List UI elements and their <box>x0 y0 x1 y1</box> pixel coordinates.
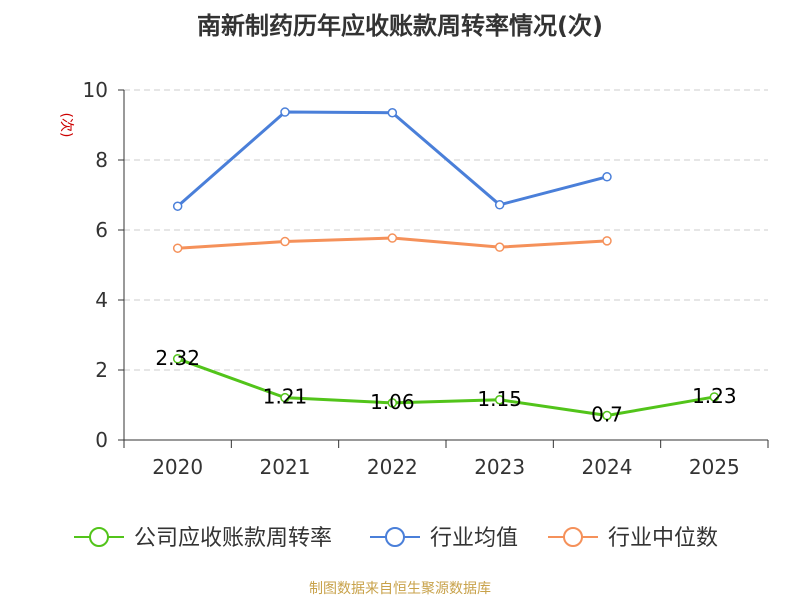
legend-label-2: 行业中位数 <box>608 526 718 551</box>
y-axis-label: (次) <box>58 113 74 138</box>
legend-item-0[interactable]: 公司应收账款周转率 <box>74 526 332 551</box>
y-tick-label-6: 6 <box>95 218 108 242</box>
data-point-2-2021[interactable] <box>280 236 290 247</box>
legend-marker-1 <box>385 527 405 547</box>
data-point-1-2022[interactable] <box>387 108 398 118</box>
x-tick-label-2020: 2020 <box>152 455 203 479</box>
legend-label-1: 行业均值 <box>430 526 518 551</box>
data-point-1-2021[interactable] <box>280 107 290 117</box>
x-tick-label-2024: 2024 <box>582 455 633 479</box>
series-1 <box>172 107 612 211</box>
data-point-0-2023[interactable] <box>494 395 505 405</box>
data-label-2024: 0.7 <box>591 403 623 427</box>
x-tick-label-2025: 2025 <box>689 455 740 479</box>
grid-lines <box>124 89 768 371</box>
data-point-0-2021[interactable] <box>280 392 290 403</box>
data-label-2023: 1.15 <box>477 387 522 411</box>
data-point-1-2024[interactable] <box>602 172 612 182</box>
y-tick-label-10: 10 <box>83 78 108 102</box>
data-point-1-2020[interactable] <box>172 201 183 211</box>
legend-item-1[interactable]: 行业均值 <box>370 526 518 551</box>
series-line-1 <box>176 110 608 208</box>
legend[interactable]: 公司应收账款周转率 行业均值 行业中位数 <box>74 526 718 551</box>
y-tick-label-4: 4 <box>95 288 108 312</box>
data-point-2-2024[interactable] <box>602 236 612 246</box>
series-0 <box>172 354 720 421</box>
data-point-0-2024[interactable] <box>602 410 612 421</box>
x-tick-label-2021: 2021 <box>260 455 311 479</box>
series-line-0 <box>177 357 715 417</box>
x-tick-label-2022: 2022 <box>367 455 418 479</box>
data-point-0-2022[interactable] <box>387 398 398 408</box>
data-point-1-2023[interactable] <box>494 200 505 210</box>
legend-marker-0 <box>89 527 109 547</box>
legend-marker-2 <box>563 527 583 547</box>
source-note: 制图数据来自恒生聚源数据库 <box>309 581 491 597</box>
data-label-2022: 1.06 <box>370 390 415 414</box>
axes: 0 2 4 6 8 10 2020 2021 2022 2023 2024 2025 <box>83 78 769 479</box>
data-point-0-2025[interactable] <box>709 392 720 402</box>
data-label-2020: 2.32 <box>155 346 200 370</box>
data-labels: 2.32 1.21 1.06 1.15 0.7 1.23 <box>155 346 736 427</box>
series-2 <box>172 233 612 253</box>
data-point-2-2022[interactable] <box>387 233 398 243</box>
x-tick-label-2023: 2023 <box>474 455 525 479</box>
legend-label-0: 公司应收账款周转率 <box>134 526 332 551</box>
data-label-2021: 1.21 <box>263 385 308 409</box>
chart-title: 南新制药历年应收账款周转率情况(次) <box>197 12 603 40</box>
data-point-0-2020[interactable] <box>172 354 183 364</box>
data-point-2-2020[interactable] <box>172 243 183 253</box>
data-point-2-2023[interactable] <box>494 242 505 252</box>
y-tick-label-2: 2 <box>95 358 108 382</box>
legend-item-2[interactable]: 行业中位数 <box>548 526 718 551</box>
series-layer <box>172 107 720 421</box>
y-tick-label-0: 0 <box>95 428 108 452</box>
y-tick-label-8: 8 <box>95 148 108 172</box>
data-label-2025: 1.23 <box>692 384 737 408</box>
